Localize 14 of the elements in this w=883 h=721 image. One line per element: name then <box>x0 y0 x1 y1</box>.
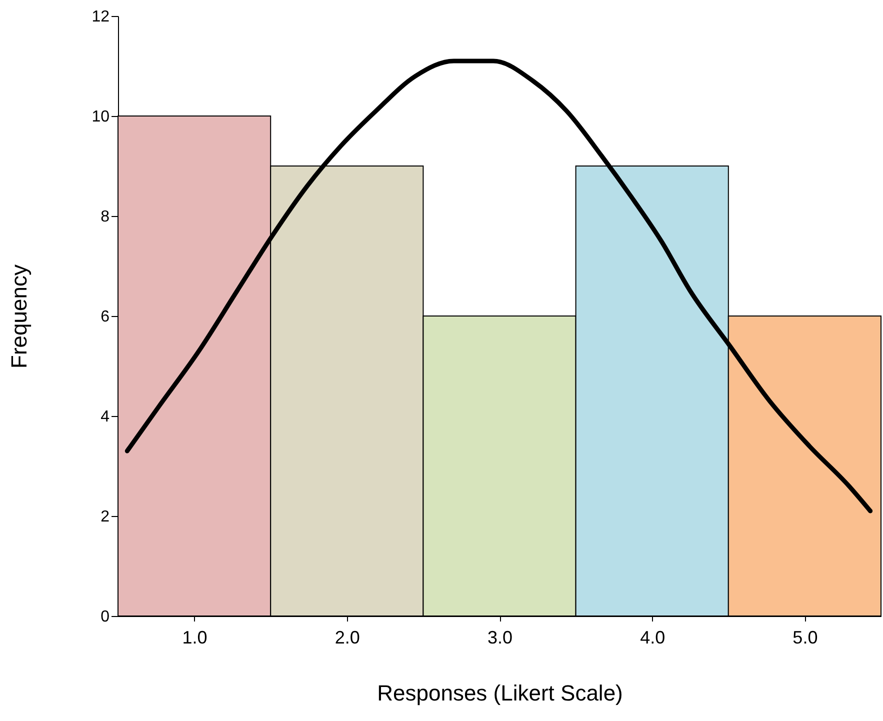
x-axis-title: Responses (Likert Scale) <box>377 680 623 706</box>
x-tick-label: 1.0 <box>182 628 208 648</box>
y-tick-label: 0 <box>100 608 110 626</box>
x-tick-label: 5.0 <box>792 628 818 648</box>
x-tick-label: 3.0 <box>487 628 513 648</box>
y-tick-label: 8 <box>100 208 110 226</box>
y-tick-label: 4 <box>100 408 110 426</box>
y-tick-label: 10 <box>92 108 110 126</box>
y-axis-title: Frequency <box>6 264 32 368</box>
y-tick-label: 6 <box>100 308 110 326</box>
x-tick-label: 4.0 <box>640 628 666 648</box>
y-tick-label: 2 <box>100 508 110 526</box>
x-tick-label: 2.0 <box>334 628 360 648</box>
y-tick-label: 12 <box>92 8 110 26</box>
